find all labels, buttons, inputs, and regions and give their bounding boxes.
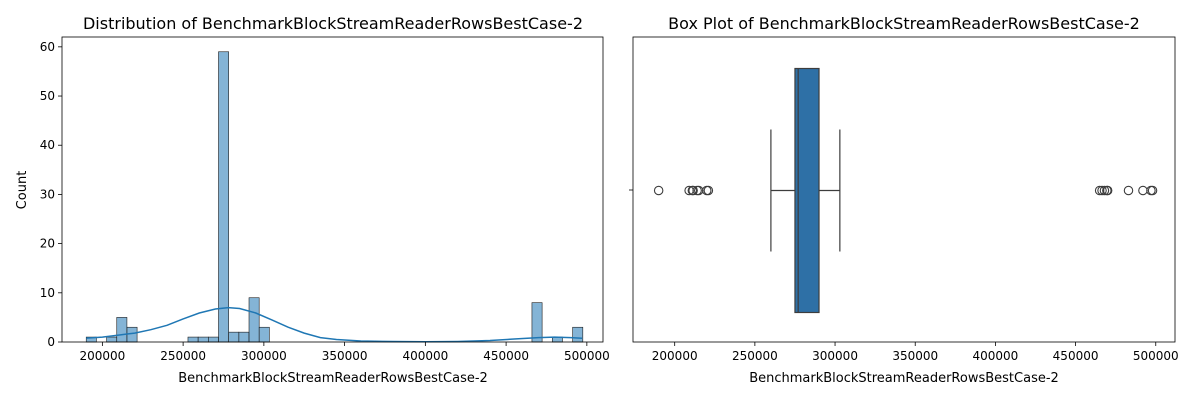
histogram-y-tick-label: 10 — [40, 286, 55, 300]
boxplot-x-tick-label: 350000 — [892, 349, 938, 363]
histogram-x-tick-label: 300000 — [241, 349, 287, 363]
histogram-y-tick-label: 20 — [40, 237, 55, 251]
boxplot-x-tick-label: 400000 — [972, 349, 1018, 363]
boxplot-panel: Box Plot of BenchmarkBlockStreamReaderRo… — [629, 14, 1179, 386]
outlier-point — [1123, 185, 1134, 196]
histogram-x-tick-label: 500000 — [564, 349, 610, 363]
boxplot-title: Box Plot of BenchmarkBlockStreamReaderRo… — [668, 14, 1140, 33]
outlier-point — [1102, 185, 1113, 196]
histogram-bar — [116, 317, 128, 343]
histogram-y-ticks: 0 10 20 30 40 50 60 — [40, 40, 62, 349]
histogram-plot-area — [62, 37, 603, 342]
histogram-title: Distribution of BenchmarkBlockStreamRead… — [83, 14, 583, 33]
histogram-bar — [197, 336, 209, 343]
boxplot-x-tick-label: 250000 — [732, 349, 778, 363]
histogram-bar — [228, 331, 240, 343]
histogram-bar — [248, 297, 260, 343]
histogram-frame — [61, 36, 604, 343]
histogram-x-tick-label: 350000 — [322, 349, 368, 363]
outlier-point — [1147, 185, 1158, 196]
histogram-panel: Distribution of BenchmarkBlockStreamRead… — [15, 14, 610, 386]
histogram-x-tick-label: 450000 — [483, 349, 529, 363]
histogram-bar — [208, 336, 219, 343]
histogram-x-tick-label: 250000 — [160, 349, 206, 363]
kde-line — [86, 306, 583, 343]
boxplot-frame — [632, 36, 1176, 343]
histogram-x-label: BenchmarkBlockStreamReaderRowsBestCase-2 — [178, 371, 488, 386]
histogram-x-tick-label: 200000 — [79, 349, 125, 363]
boxplot-x-label: BenchmarkBlockStreamReaderRowsBestCase-2 — [749, 371, 1059, 386]
boxplot-plot-area — [633, 37, 1175, 342]
histogram-y-tick-label: 0 — [47, 335, 55, 349]
histogram-bar — [218, 51, 229, 343]
histogram-x-ticks: 200000 250000 300000 350000 400000 450000 5000… — [79, 342, 610, 363]
histogram-bar — [187, 336, 199, 343]
boxplot-x-tick-label: 300000 — [812, 349, 858, 363]
histogram-y-tick-label: 60 — [40, 40, 55, 54]
outlier-point — [1099, 185, 1110, 196]
boxplot-x-tick-label: 500000 — [1133, 349, 1179, 363]
histogram-bar — [238, 331, 250, 343]
boxplot-marks — [653, 67, 1158, 314]
histogram-bar — [531, 302, 543, 343]
boxplot-x-tick-label: 200000 — [652, 349, 698, 363]
histogram-bar — [258, 326, 270, 343]
boxplot-x-tick-label: 450000 — [1053, 349, 1099, 363]
histogram-y-label: Count — [15, 171, 30, 210]
outlier-point — [1097, 185, 1107, 196]
boxplot-x-ticks: 200000 250000 300000 350000 400000 450000 5000… — [652, 342, 1179, 363]
histogram-y-tick-label: 30 — [40, 187, 55, 201]
iqr-box — [794, 67, 820, 314]
histogram-y-tick-label: 50 — [40, 89, 55, 103]
outlier-point — [688, 185, 698, 196]
histogram-x-tick-label: 400000 — [402, 349, 448, 363]
histogram-bar — [572, 326, 584, 343]
outlier-point — [703, 185, 714, 196]
histogram-y-tick-label: 40 — [40, 138, 55, 152]
histogram-bar — [106, 336, 118, 343]
outlier-point — [653, 185, 664, 196]
